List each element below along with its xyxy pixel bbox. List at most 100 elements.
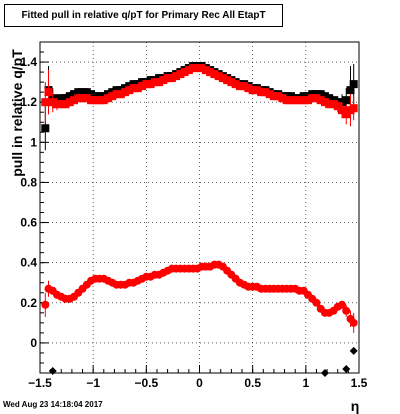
data-point (146, 80, 155, 89)
data-point (320, 369, 329, 377)
data-point (337, 106, 346, 115)
data-point (176, 70, 185, 79)
x-tick-label: −1.5 (28, 376, 52, 390)
data-point (342, 306, 351, 315)
x-tick-label: 1.5 (351, 376, 368, 390)
data-point (325, 94, 334, 103)
data-point (155, 78, 164, 87)
data-point (82, 88, 91, 97)
data-point (333, 102, 342, 111)
data-point (108, 92, 117, 101)
data-point (184, 66, 193, 75)
data-point (329, 100, 338, 109)
data-point (201, 66, 210, 75)
timestamp: Wed Aug 23 14:18:04 2017 (3, 400, 103, 409)
data-point (316, 96, 325, 105)
data-point (261, 88, 270, 97)
data-point (265, 90, 274, 99)
data-point (197, 64, 206, 73)
data-point (61, 94, 70, 103)
data-point (53, 100, 62, 109)
data-point (70, 90, 79, 99)
data-point (172, 72, 181, 81)
data-point (303, 96, 312, 105)
data-point (269, 92, 278, 101)
data-point (346, 86, 355, 95)
data-point (57, 94, 66, 103)
y-tick-label: 0.2 (20, 296, 37, 310)
chart-title: Fitted pull in relative q/pT for Primary… (4, 4, 283, 27)
data-point (278, 94, 287, 103)
data-point (240, 82, 249, 91)
data-point (95, 96, 104, 105)
data-point (104, 94, 113, 103)
y-tick-label: 1.2 (20, 95, 37, 109)
data-point (248, 86, 257, 95)
x-tick-label: −1 (86, 376, 100, 390)
ticks (39, 41, 360, 373)
data-point (125, 86, 134, 95)
data-point (142, 80, 151, 89)
series-mean-red (41, 260, 358, 333)
data-point (349, 318, 358, 327)
data-point (295, 96, 304, 105)
y-tick-label: 0.8 (20, 175, 37, 189)
data-point (74, 88, 83, 97)
data-point (342, 364, 351, 373)
data-point (41, 300, 50, 309)
data-point (286, 96, 295, 105)
data-point (235, 82, 244, 91)
data-point (133, 84, 142, 93)
data-point (231, 80, 240, 89)
x-tick-label: 0 (196, 376, 203, 390)
x-tick-label: 0.5 (244, 376, 261, 390)
data-point (112, 90, 121, 99)
data-point (274, 92, 283, 101)
series-layer (41, 62, 358, 377)
data-point (349, 346, 358, 355)
data-point (257, 88, 266, 97)
data-point (82, 94, 91, 103)
data-point (48, 366, 57, 375)
data-point (316, 90, 325, 99)
data-point (78, 94, 87, 103)
data-point (70, 96, 79, 105)
data-point (163, 74, 172, 83)
data-point (48, 98, 57, 107)
data-point (91, 96, 100, 105)
data-point (57, 100, 66, 109)
data-point (252, 86, 261, 95)
y-tick-label: 0.4 (20, 256, 37, 270)
data-point (342, 110, 351, 119)
data-point (214, 72, 223, 81)
data-point (223, 76, 232, 85)
data-point (291, 96, 300, 105)
data-point (244, 84, 253, 93)
data-point (74, 94, 83, 103)
data-point (189, 64, 198, 73)
data-point (206, 68, 215, 77)
data-point (349, 80, 358, 89)
data-point (312, 94, 321, 103)
data-point (349, 104, 358, 113)
data-point (41, 124, 50, 133)
x-tick-label: −0.5 (134, 376, 158, 390)
tick-labels: −1.5 −1 −0.5 0 0.5 1 1.5 0 0.2 0.4 0.6 0.8 1 1.2 1.4 (20, 55, 367, 390)
data-point (282, 96, 291, 105)
y-tick-label: 1.4 (20, 55, 37, 69)
data-point (210, 70, 219, 79)
data-point (308, 94, 317, 103)
data-point (61, 100, 70, 109)
data-point (337, 300, 346, 309)
x-axis-label: η (351, 398, 360, 414)
data-point (87, 90, 96, 99)
data-point (299, 96, 308, 105)
data-point (167, 74, 176, 83)
data-point (320, 92, 329, 101)
series-mean-black (48, 346, 358, 377)
data-point (150, 78, 159, 87)
data-point (99, 96, 108, 105)
data-point (65, 98, 74, 107)
data-point (87, 96, 96, 105)
